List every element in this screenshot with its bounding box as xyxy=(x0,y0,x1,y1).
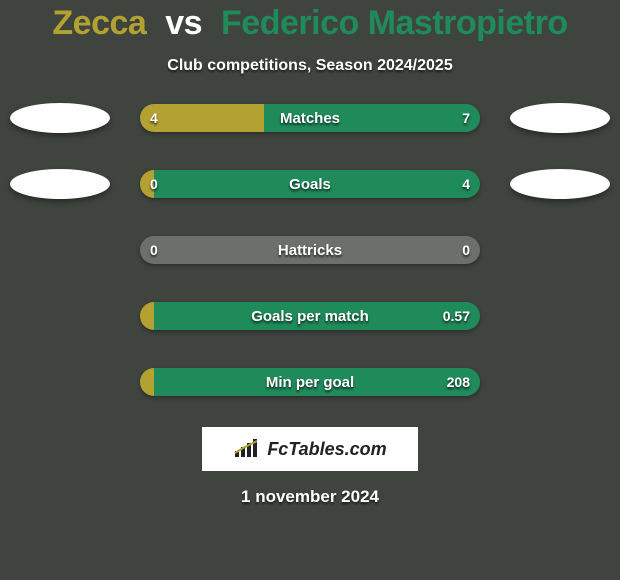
stat-bar: 208Min per goal xyxy=(140,368,480,396)
bar-fill-right xyxy=(264,104,480,132)
comparison-panel: Zecca vs Federico Mastropietro Club comp… xyxy=(0,0,620,507)
bar-fill-right xyxy=(154,368,480,396)
date-text: 1 november 2024 xyxy=(0,487,620,507)
player1-name: Zecca xyxy=(52,4,146,42)
bar-fill-left xyxy=(140,302,154,330)
stat-bar: 04Goals xyxy=(140,170,480,198)
stat-value-left: 4 xyxy=(150,104,158,132)
club-logo-left xyxy=(10,169,110,199)
bar-fill-left xyxy=(140,236,310,264)
bar-fill-right xyxy=(154,302,480,330)
stat-value-right: 0 xyxy=(462,236,470,264)
club-logo-left xyxy=(10,103,110,133)
bar-fill-right xyxy=(154,170,480,198)
stat-value-right: 0.57 xyxy=(443,302,470,330)
brand-chart-icon xyxy=(233,439,261,459)
stat-bar: 47Matches xyxy=(140,104,480,132)
stat-value-left: 0 xyxy=(150,236,158,264)
stat-bar: 0.57Goals per match xyxy=(140,302,480,330)
stat-row: 208Min per goal xyxy=(0,359,620,405)
vs-text: vs xyxy=(165,4,202,42)
brand-text: FcTables.com xyxy=(267,439,386,460)
subtitle: Club competitions, Season 2024/2025 xyxy=(0,57,620,75)
player2-name: Federico Mastropietro xyxy=(221,4,568,42)
title: Zecca vs Federico Mastropietro xyxy=(0,4,620,43)
stat-bar: 00Hattricks xyxy=(140,236,480,264)
stat-rows: 47Matches04Goals00Hattricks0.57Goals per… xyxy=(0,95,620,405)
stat-value-right: 208 xyxy=(447,368,470,396)
stat-row: 00Hattricks xyxy=(0,227,620,273)
bar-fill-right xyxy=(310,236,480,264)
stat-row: 04Goals xyxy=(0,161,620,207)
club-logo-right xyxy=(510,169,610,199)
bar-fill-left xyxy=(140,368,154,396)
stat-value-left: 0 xyxy=(150,170,158,198)
club-logo-right xyxy=(510,103,610,133)
stat-row: 47Matches xyxy=(0,95,620,141)
bar-fill-left xyxy=(140,104,264,132)
brand-box: FcTables.com xyxy=(202,427,418,471)
stat-value-right: 7 xyxy=(462,104,470,132)
stat-row: 0.57Goals per match xyxy=(0,293,620,339)
stat-value-right: 4 xyxy=(462,170,470,198)
